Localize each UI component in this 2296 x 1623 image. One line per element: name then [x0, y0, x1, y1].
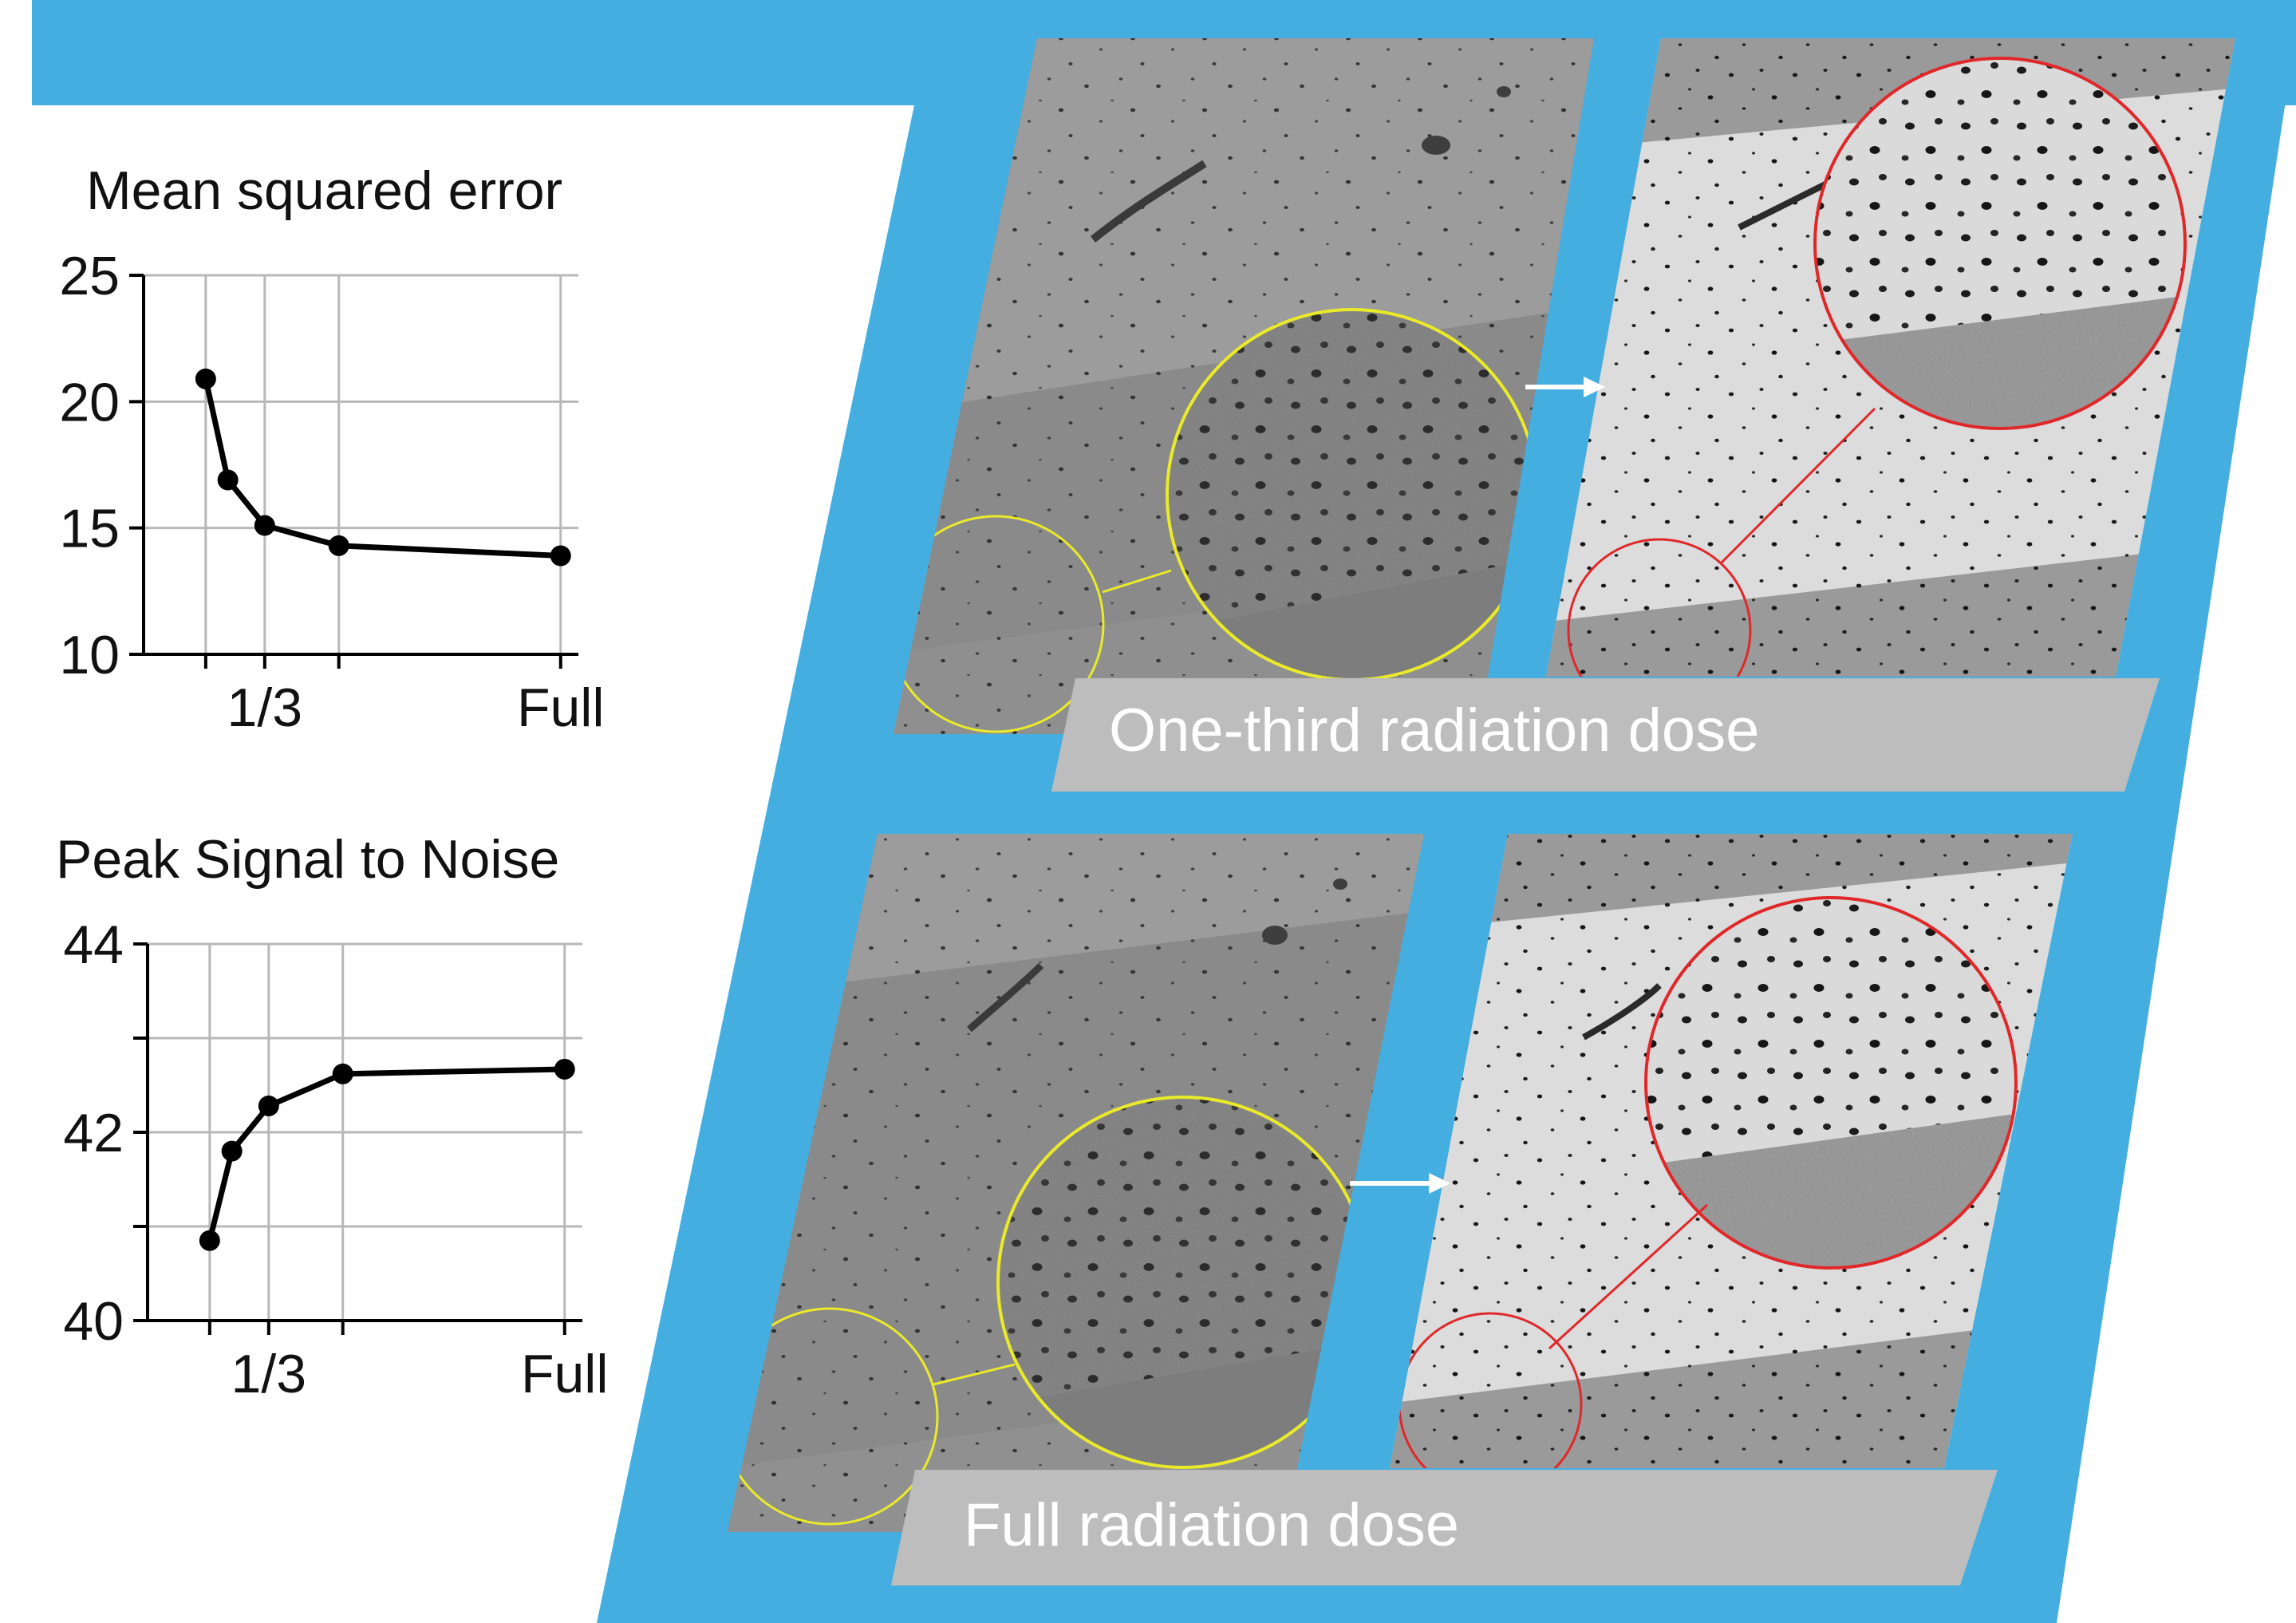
y-tick-label: 15 — [59, 499, 120, 559]
chart-title-mse: Mean squared error — [86, 160, 563, 221]
data-point — [199, 1230, 220, 1251]
y-tick-label: 25 — [59, 246, 120, 306]
y-tick-label: 44 — [63, 914, 124, 975]
caption-one-third-dose: One-third radiation dose — [1109, 697, 1760, 764]
y-tick-label: 42 — [63, 1103, 124, 1163]
data-point — [332, 1063, 353, 1084]
caption-full-dose: Full radiation dose — [964, 1491, 1460, 1559]
data-point — [550, 545, 571, 567]
chart-mean-squared-error: 10 15 20 25 1/3 Full — [59, 246, 604, 738]
x-tick-label: 1/3 — [231, 1344, 307, 1404]
y-tick-label: 20 — [59, 372, 120, 432]
chart-peak-signal-to-noise: 40 42 44 1/3 Full — [63, 914, 608, 1404]
series-line — [207, 1066, 565, 1242]
x-tick-label: Full — [521, 1344, 609, 1404]
panel-full-dose-output — [1350, 834, 2073, 1468]
chart-title-psnr: Peak Signal to Noise — [56, 829, 560, 890]
x-tick-label: Full — [517, 677, 605, 738]
y-tick-label: 10 — [59, 625, 120, 685]
panel-low-dose-output — [1525, 38, 2235, 677]
x-tick-label: 1/3 — [227, 677, 303, 738]
data-point — [195, 368, 216, 389]
data-point — [217, 469, 239, 491]
caption-banner-bottom — [891, 1470, 1998, 1585]
data-point — [258, 1095, 279, 1116]
data-point — [328, 535, 349, 556]
caption-banner-top — [1051, 678, 2160, 792]
data-point — [554, 1058, 575, 1080]
y-tick-label: 40 — [63, 1291, 124, 1352]
data-point — [221, 1140, 243, 1162]
data-point — [254, 515, 275, 536]
arrow-bottom-head — [1429, 1173, 1450, 1194]
arrow-top-head — [1584, 377, 1605, 397]
